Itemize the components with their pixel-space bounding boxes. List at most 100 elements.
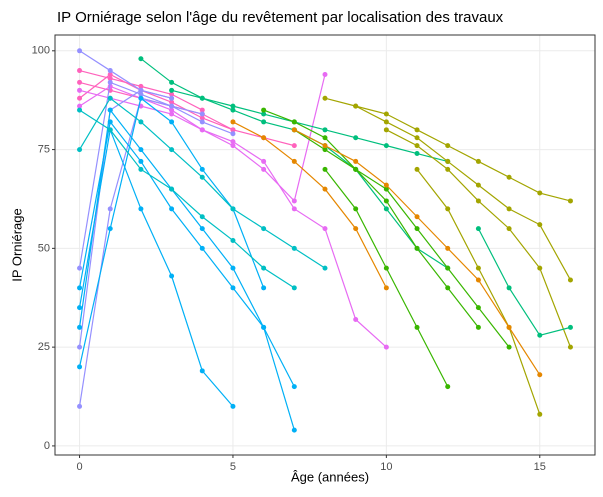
data-point xyxy=(414,151,420,157)
data-point xyxy=(383,198,389,204)
x-axis-label: Âge (années) xyxy=(291,469,369,484)
data-point xyxy=(322,95,328,101)
series-line xyxy=(232,121,387,289)
data-point xyxy=(77,107,83,113)
data-point xyxy=(107,95,113,101)
data-point xyxy=(230,237,236,243)
data-point xyxy=(414,214,420,220)
data-point xyxy=(537,372,543,378)
data-point xyxy=(138,56,144,62)
data-point xyxy=(199,107,205,113)
data-point xyxy=(475,182,481,188)
data-point xyxy=(230,143,236,149)
data-point xyxy=(77,95,83,101)
data-point xyxy=(353,226,359,232)
series-line xyxy=(293,129,510,348)
data-point xyxy=(353,135,359,141)
marks xyxy=(77,48,573,433)
series-line xyxy=(78,81,234,269)
data-point xyxy=(107,127,113,133)
data-point xyxy=(230,285,236,291)
data-point xyxy=(414,127,420,133)
data-point xyxy=(506,206,512,212)
data-point xyxy=(230,103,236,109)
data-point xyxy=(414,324,420,330)
data-point xyxy=(261,119,267,125)
data-point xyxy=(77,305,83,311)
data-point xyxy=(322,127,328,133)
data-point xyxy=(169,91,175,97)
data-point xyxy=(199,127,205,133)
data-point xyxy=(414,166,420,172)
data-point xyxy=(107,107,113,113)
data-point xyxy=(230,206,236,212)
data-point xyxy=(199,166,205,172)
data-point xyxy=(138,95,144,101)
data-point xyxy=(77,285,83,291)
data-point xyxy=(414,135,420,141)
data-point xyxy=(230,131,236,137)
data-point xyxy=(445,143,451,149)
data-point xyxy=(475,277,481,283)
data-point xyxy=(475,198,481,204)
data-point xyxy=(383,285,389,291)
data-point xyxy=(383,143,389,149)
data-point xyxy=(107,68,113,74)
series-line xyxy=(477,228,571,336)
data-point xyxy=(169,186,175,192)
x-tick-label: 10 xyxy=(380,461,392,473)
data-point xyxy=(445,245,451,251)
data-point xyxy=(169,99,175,105)
data-point xyxy=(383,344,389,350)
data-point xyxy=(138,147,144,153)
data-point xyxy=(261,135,267,141)
data-point xyxy=(77,79,83,85)
data-point xyxy=(77,147,83,153)
data-point xyxy=(169,87,175,93)
data-point xyxy=(77,403,83,409)
data-point xyxy=(291,158,297,164)
data-point xyxy=(291,285,297,291)
data-point xyxy=(291,198,297,204)
data-point xyxy=(230,139,236,145)
data-point xyxy=(199,95,205,101)
data-point xyxy=(475,158,481,164)
data-point xyxy=(261,285,267,291)
data-point xyxy=(230,119,236,125)
data-point xyxy=(261,158,267,164)
data-point xyxy=(169,79,175,85)
data-point xyxy=(230,265,236,271)
data-point xyxy=(322,147,328,153)
series-line xyxy=(79,109,295,289)
data-point xyxy=(537,222,543,228)
data-point xyxy=(107,206,113,212)
series-line xyxy=(78,127,234,407)
data-point xyxy=(506,174,512,180)
data-point xyxy=(537,411,543,417)
data-point xyxy=(567,344,573,350)
data-point xyxy=(506,285,512,291)
data-point xyxy=(77,68,83,74)
data-point xyxy=(169,95,175,101)
data-point xyxy=(353,206,359,212)
data-point xyxy=(383,127,389,133)
data-point xyxy=(169,119,175,125)
data-point xyxy=(169,273,175,279)
panel xyxy=(55,35,595,455)
data-point xyxy=(77,87,83,93)
data-point xyxy=(537,265,543,271)
series-line xyxy=(78,120,295,431)
data-point xyxy=(138,119,144,125)
data-point xyxy=(506,226,512,232)
data-point xyxy=(353,166,359,172)
data-point xyxy=(291,384,297,390)
data-point xyxy=(77,344,83,350)
data-point xyxy=(261,265,267,271)
data-point xyxy=(291,427,297,433)
data-point xyxy=(230,127,236,133)
data-point xyxy=(138,87,144,93)
data-point xyxy=(506,344,512,350)
series-line xyxy=(79,50,172,99)
data-point xyxy=(383,182,389,188)
data-point xyxy=(383,206,389,212)
